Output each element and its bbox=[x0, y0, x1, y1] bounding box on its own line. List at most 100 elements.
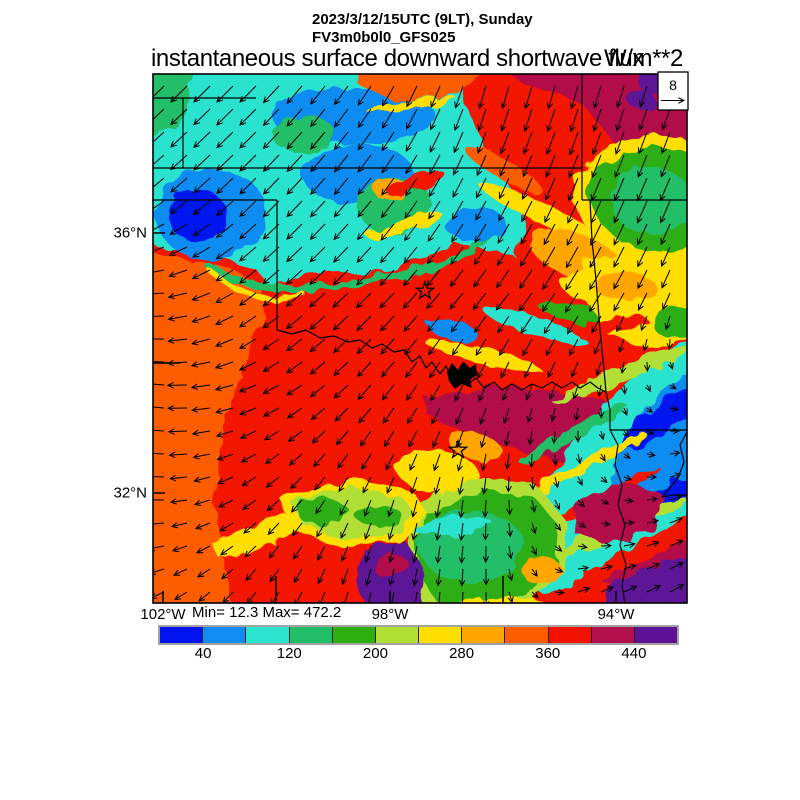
wind-arrow bbox=[593, 338, 602, 355]
wind-arrow bbox=[503, 430, 510, 447]
colorbar-segment bbox=[288, 627, 332, 643]
reference-vector-value: 8 bbox=[669, 77, 677, 93]
wind-arrow bbox=[569, 85, 579, 110]
wind-arrow bbox=[334, 407, 349, 422]
wind-arrows-layer bbox=[153, 85, 685, 603]
wind-arrow bbox=[381, 108, 395, 129]
wind-arrow bbox=[192, 453, 211, 460]
wind-arrow bbox=[381, 131, 395, 152]
wind-arrow bbox=[386, 476, 395, 495]
colorbar-segment bbox=[160, 627, 203, 643]
wind-arrow bbox=[214, 384, 234, 392]
wind-arrow bbox=[520, 223, 533, 245]
wind-arrow bbox=[241, 476, 257, 487]
wind-arrow bbox=[570, 361, 579, 378]
wind-arrow bbox=[169, 498, 188, 505]
wind-arrow bbox=[170, 131, 188, 148]
wind-arrow bbox=[335, 430, 349, 446]
wind-arrow bbox=[529, 476, 536, 491]
wind-arrow bbox=[568, 154, 579, 179]
wind-arrow bbox=[239, 246, 257, 262]
wind-arrow bbox=[481, 476, 488, 495]
wind-arrow bbox=[411, 545, 418, 564]
wind-arrow bbox=[592, 85, 602, 109]
wind-arrow bbox=[153, 292, 165, 295]
wind-arrow bbox=[661, 269, 671, 289]
wind-arrow bbox=[669, 539, 684, 547]
wind-arrow bbox=[309, 361, 326, 375]
wind-arrow bbox=[167, 428, 188, 435]
wind-arrow bbox=[623, 452, 631, 459]
flux-region bbox=[521, 556, 561, 584]
colorbar-segment bbox=[374, 627, 419, 643]
wind-arrow bbox=[646, 518, 660, 525]
wind-arrow bbox=[567, 200, 579, 224]
wind-arrow bbox=[613, 200, 625, 224]
flux-region bbox=[153, 74, 193, 136]
wind-arrow bbox=[519, 246, 533, 267]
wind-arrow bbox=[403, 246, 418, 264]
wind-arrow bbox=[454, 384, 464, 402]
wind-arrow bbox=[521, 177, 533, 201]
wind-arrow bbox=[669, 450, 681, 457]
wind-arrow bbox=[387, 499, 395, 518]
wind-arrow bbox=[214, 338, 234, 347]
colorbar-tick-label: 40 bbox=[194, 645, 212, 662]
wind-arrow bbox=[411, 568, 419, 587]
wind-arrow bbox=[638, 108, 648, 132]
wind-arrow bbox=[544, 200, 556, 224]
wind-arrow bbox=[569, 108, 579, 133]
colorbar-tick-label: 120 bbox=[276, 645, 302, 662]
wind-arrow bbox=[590, 177, 602, 202]
wind-arrow bbox=[405, 361, 418, 379]
wind-arrow bbox=[191, 315, 211, 324]
wind-arrow bbox=[217, 499, 234, 508]
wind-arrow bbox=[262, 200, 280, 218]
wind-arrow bbox=[153, 338, 165, 340]
wind-arrow bbox=[239, 269, 257, 284]
wind-arrow bbox=[546, 85, 556, 110]
wind-arrow bbox=[174, 591, 188, 601]
wind-arrow bbox=[239, 200, 257, 218]
flux-region bbox=[522, 433, 648, 499]
wind-arrow bbox=[554, 499, 560, 511]
wind-arrow bbox=[589, 269, 602, 291]
axis-ticks bbox=[153, 232, 617, 603]
wind-arrow bbox=[664, 315, 671, 331]
wind-arrow bbox=[614, 131, 625, 155]
wind-arrow bbox=[554, 522, 562, 531]
wind-arrow bbox=[292, 545, 303, 560]
wind-arrow bbox=[457, 476, 464, 496]
wind-arrow bbox=[153, 246, 165, 252]
flux-region bbox=[621, 390, 687, 450]
wind-arrow bbox=[193, 499, 211, 506]
wind-arrow bbox=[333, 177, 349, 196]
wind-arrow bbox=[244, 545, 257, 558]
wind-arrow bbox=[364, 568, 372, 587]
wind-arrow bbox=[479, 407, 487, 425]
wind-arrow bbox=[405, 154, 418, 175]
wind-arrow bbox=[412, 591, 419, 603]
wind-arrow bbox=[316, 522, 326, 538]
wind-arrow bbox=[153, 568, 165, 575]
wind-arrow bbox=[662, 292, 671, 311]
wind-arrow bbox=[317, 568, 326, 585]
wind-arrow bbox=[410, 499, 418, 518]
wind-arrow bbox=[384, 430, 395, 448]
wind-arrow bbox=[426, 292, 441, 310]
wind-arrow bbox=[402, 269, 418, 287]
wind-arrow bbox=[309, 292, 326, 308]
wind-arrow bbox=[480, 453, 487, 472]
wind-arrow bbox=[265, 476, 280, 488]
wind-arrow bbox=[286, 246, 303, 263]
wind-arrow bbox=[636, 200, 648, 224]
wind-arrow bbox=[239, 177, 257, 195]
wind-arrow bbox=[600, 520, 611, 527]
wind-arrow bbox=[310, 108, 326, 128]
wind-arrow bbox=[667, 361, 674, 370]
wind-arrow bbox=[669, 472, 682, 479]
wind-arrow bbox=[427, 315, 441, 333]
wind-arrow bbox=[381, 361, 395, 378]
wind-arrow bbox=[171, 545, 188, 553]
wind-arrow bbox=[577, 499, 585, 508]
